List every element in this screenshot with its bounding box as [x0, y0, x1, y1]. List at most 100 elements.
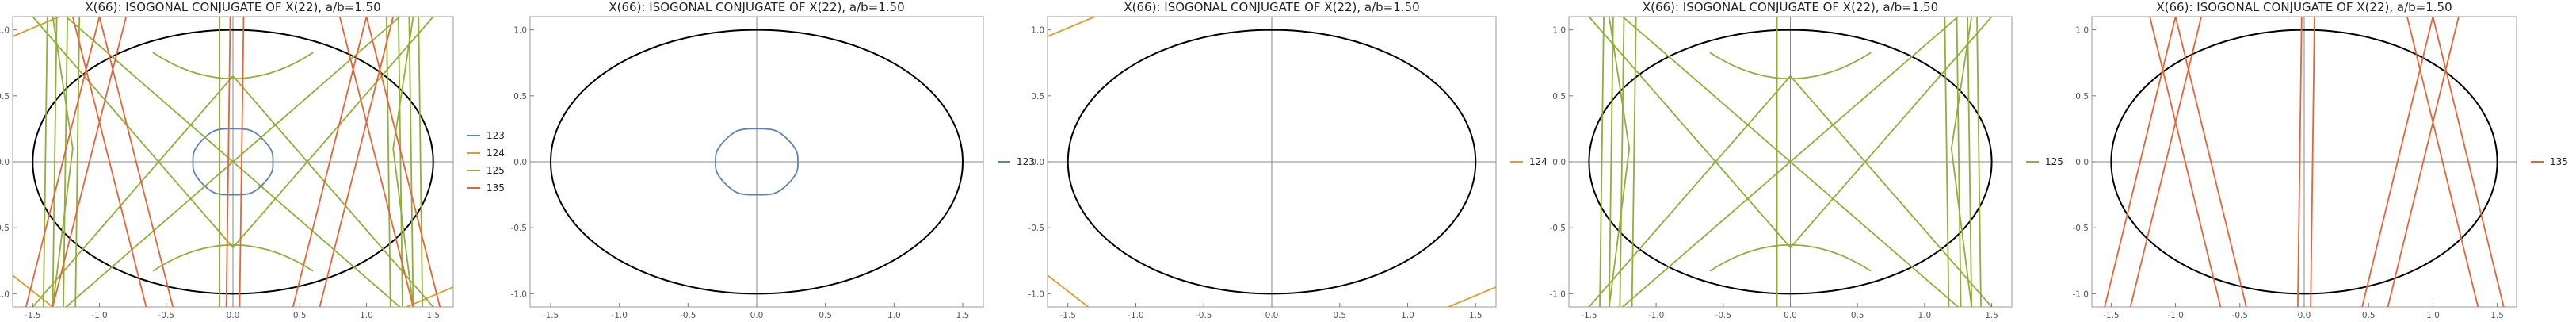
y-tick-label: -1.0	[2073, 289, 2089, 299]
series-125-curve-12	[398, 17, 403, 307]
series-135-curve-7	[2406, 17, 2479, 307]
series-135-curve-2	[2129, 17, 2202, 307]
ellipse-curve	[2110, 29, 2498, 295]
x-tick-label: 0.5	[2362, 311, 2376, 320]
x-tick-label: -1.0	[2167, 311, 2184, 320]
y-tick-label: 0.5	[2075, 92, 2089, 102]
x-tick-label: 0.5	[293, 311, 307, 320]
x-tick-label: 0.0	[1784, 311, 1797, 320]
series-125-curve-14	[1976, 17, 1982, 307]
series-125-curve-16	[1950, 17, 1973, 307]
series-135-curve-9	[2297, 17, 2303, 307]
series-125-curve-5	[1709, 52, 1872, 80]
chart-title: X(66): ISOGONAL CONJUGATE OF X(22), a/b=…	[2156, 0, 2452, 14]
x-tick-label: 1.0	[2426, 311, 2440, 320]
x-tick-label: 1.5	[426, 311, 440, 320]
y-tick-label: -0.5	[511, 224, 528, 233]
legend-label-125: 125	[2045, 156, 2063, 167]
x-tick-label: 1.5	[1469, 311, 1483, 320]
series-125-curve-12	[1956, 17, 1962, 307]
y-tick-label: -1.0	[0, 289, 10, 299]
y-tick-label: 0.5	[1031, 92, 1044, 102]
y-tick-label: 0.0	[0, 158, 10, 167]
series-135-curve-7	[338, 17, 414, 307]
series-125-curve-4	[65, 17, 401, 307]
series-135-curve-5	[2361, 17, 2434, 307]
series-123-curve-1	[715, 128, 799, 196]
series-124-curve-3	[1448, 286, 1496, 307]
series-125-curve-15	[52, 17, 74, 307]
series-125-curve-2	[32, 75, 434, 307]
y-tick-label: -0.5	[0, 224, 10, 233]
series-125-curve-8	[52, 17, 58, 307]
y-tick-label: 1.0	[2075, 26, 2089, 36]
plot-area	[2092, 17, 2517, 307]
x-tick-label: -1.0	[1648, 311, 1665, 320]
series-125-curve-7	[1599, 17, 1605, 307]
series-125-curve-10	[74, 17, 81, 307]
y-tick-label: -0.5	[1028, 224, 1045, 233]
x-tick-label: 0.0	[750, 311, 764, 320]
series-125-curve-4	[1622, 17, 1959, 307]
x-tick-label: 1.5	[1985, 311, 1998, 320]
x-tick-label: -1.5	[25, 311, 41, 320]
series-135-curve-8	[2432, 17, 2505, 307]
legend-label-124: 124	[1529, 156, 1548, 167]
series-135-curve-9	[225, 17, 231, 307]
y-tick-label: 0.5	[1552, 92, 1566, 102]
chart-panel-2: -1.5 -1.0 -0.5 0.0 0.5 1.0 1.5 -1.0 -0.5 0.0 0.5 1.…	[511, 0, 1035, 320]
y-tick-label: 0.5	[0, 92, 10, 102]
chart-panel-3: -1.5 -1.0 -0.5 0.0 0.5 1.0 1.5 -1.0 -0.5 0.0 0.5 1.…	[1028, 0, 1548, 320]
series-125-curve-6	[1709, 243, 1872, 272]
x-tick-label: 0.5	[1333, 311, 1346, 320]
plot-area	[1569, 17, 2012, 307]
series-125-curve-6	[152, 243, 314, 272]
legend-label-123: 123	[1017, 156, 1035, 167]
series-135-curve-4	[2174, 17, 2247, 307]
series-124-curve-1	[1048, 17, 1096, 37]
series-125-curve-9	[1619, 17, 1625, 307]
series-125-curve-10	[1631, 17, 1637, 307]
series-135-curve-2	[52, 17, 128, 307]
x-tick-label: -1.0	[1128, 311, 1144, 320]
series-123-curve-1	[192, 128, 274, 196]
series-135-curve-1	[25, 17, 101, 307]
series-124-curve-2	[13, 274, 54, 307]
series-135-curve-6	[2387, 17, 2460, 307]
series-125-curve-2	[1588, 75, 1993, 307]
y-tick-label: 0.0	[2075, 158, 2089, 167]
y-tick-label: 0.0	[513, 158, 527, 167]
chart-title: X(66): ISOGONAL CONJUGATE OF X(22), a/b=…	[609, 0, 904, 14]
series-125-curve-11	[1944, 17, 1950, 307]
series-125-curve-13	[1967, 17, 1973, 307]
legend-label-123: 123	[487, 130, 505, 141]
y-tick-label: -0.5	[2073, 224, 2089, 233]
legend-label-125: 125	[487, 165, 505, 176]
x-tick-label: 0.0	[2298, 311, 2311, 320]
series-125-curve-11	[385, 17, 391, 307]
x-tick-label: -1.5	[1581, 311, 1597, 320]
y-tick-label: 1.0	[513, 26, 527, 36]
x-tick-label: -1.5	[1059, 311, 1076, 320]
x-tick-label: 0.0	[227, 311, 240, 320]
series-124-curve-3	[406, 286, 453, 307]
chart-panel-1: -1.5 -1.0 -0.5 0.0 0.5 1.0 1.5 -1.0 -0.5 0.0 0.5 1.…	[0, 0, 505, 320]
series-135-curve-5	[292, 17, 368, 307]
legend-label-135: 135	[487, 182, 505, 194]
series-125-curve-1	[1588, 17, 1993, 249]
chart-panel-5: -1.5 -1.0 -0.5 0.0 0.5 1.0 1.5 -1.0 -0.5 0.0 0.5 1.…	[2073, 0, 2568, 320]
x-tick-label: -0.5	[1715, 311, 1732, 320]
plot-area	[1048, 17, 1496, 307]
ellipse-curve	[1588, 29, 1993, 295]
series-125-curve-5	[152, 52, 314, 80]
chart-title: X(66): ISOGONAL CONJUGATE OF X(22), a/b=…	[85, 0, 380, 14]
y-tick-label: -0.5	[1550, 224, 1567, 233]
x-tick-label: -1.0	[91, 311, 108, 320]
y-tick-label: -1.0	[1550, 289, 1567, 299]
x-tick-label: -0.5	[1196, 311, 1212, 320]
y-tick-label: -1.0	[511, 289, 528, 299]
chart-title: X(66): ISOGONAL CONJUGATE OF X(22), a/b=…	[1124, 0, 1419, 14]
series-135-curve-10	[2310, 17, 2315, 307]
chart-panel-4: -1.5 -1.0 -0.5 0.0 0.5 1.0 1.5 -1.0 -0.5 0.0 0.5 1.…	[1550, 0, 2063, 320]
